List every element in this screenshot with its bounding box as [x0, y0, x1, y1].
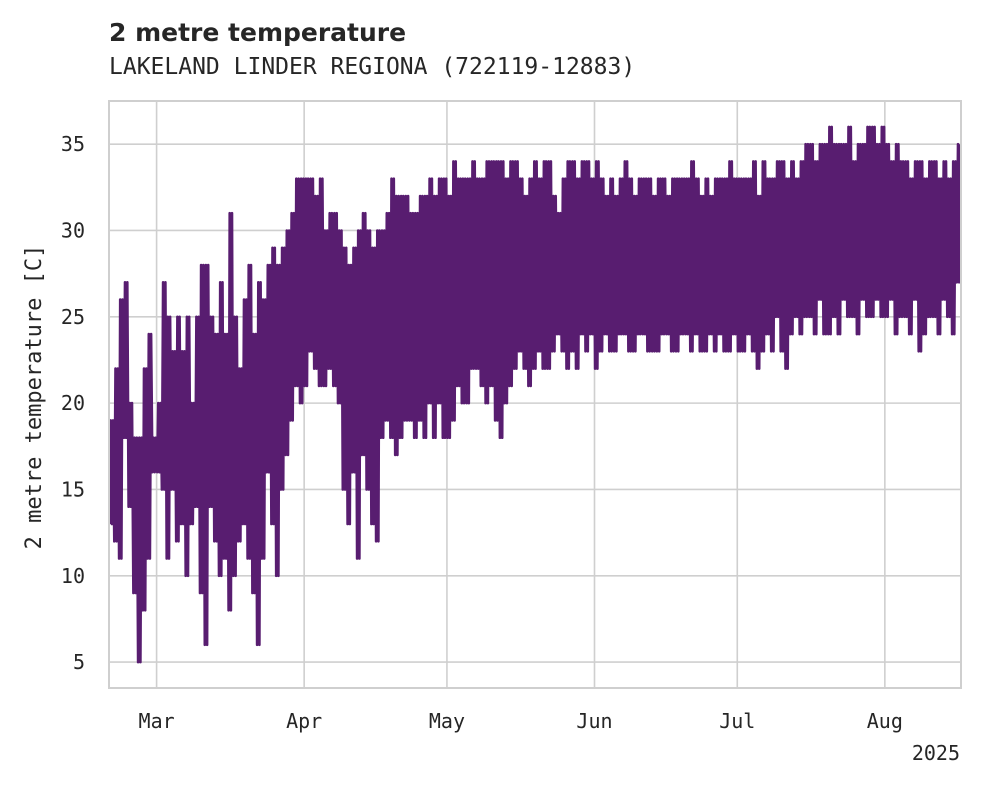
chart-title: 2 metre temperature [109, 18, 406, 47]
x-tick-label: Apr [286, 709, 322, 733]
temperature-series-line [108, 125, 962, 664]
x-year-label: 2025 [912, 741, 960, 765]
x-tick-label: Mar [139, 709, 175, 733]
y-axis-label: 2 metre temperature [C] [22, 245, 47, 550]
y-tick-label: 15 [61, 477, 85, 501]
x-tick-label: Jul [719, 709, 755, 733]
chart-subtitle: LAKELAND LINDER REGIONA (722119-12883) [109, 54, 635, 80]
y-tick-label: 20 [61, 391, 85, 415]
y-tick-label: 10 [61, 564, 85, 588]
plot-frame [108, 100, 962, 689]
y-axis-ticks: 5 10 15 20 25 30 35 [61, 132, 85, 674]
x-axis-ticks: Mar Apr May Jun Jul Aug [139, 709, 903, 733]
x-tick-label: May [429, 709, 465, 733]
y-tick-label: 5 [73, 650, 85, 674]
x-tick-label: Aug [867, 709, 903, 733]
y-tick-label: 30 [61, 218, 85, 242]
y-tick-label: 25 [61, 305, 85, 329]
x-tick-label: Jun [576, 709, 612, 733]
series-line-layer [108, 125, 962, 664]
y-tick-label: 35 [61, 132, 85, 156]
